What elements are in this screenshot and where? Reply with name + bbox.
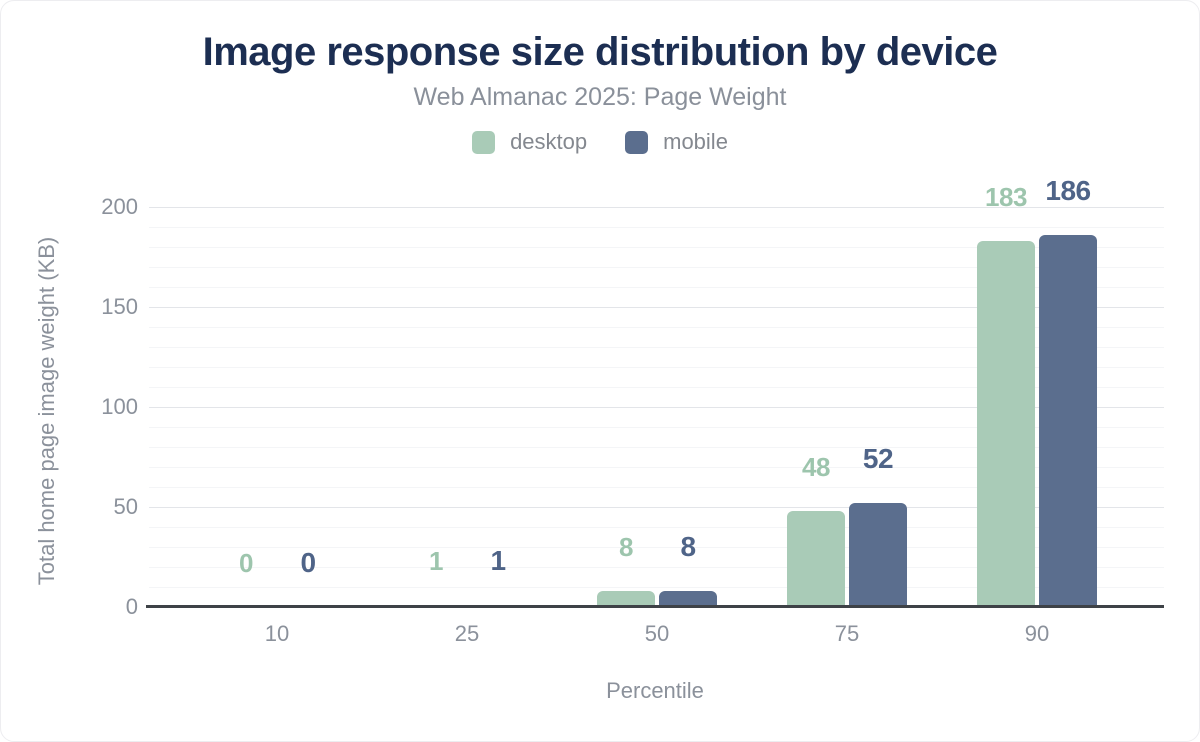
gridline-minor <box>149 287 1164 288</box>
y-tick-label-150: 150 <box>101 294 138 319</box>
gridline-minor <box>149 467 1164 468</box>
chart-header: Image response size distribution by devi… <box>1 29 1199 155</box>
legend-label-mobile: mobile <box>663 129 728 154</box>
value-label-mobile-p25: 1 <box>490 545 506 576</box>
x-tick-label-25: 25 <box>454 621 480 646</box>
x-tick-label-90: 90 <box>1024 621 1050 646</box>
legend-item-mobile[interactable]: mobile <box>625 129 728 155</box>
gridline-minor <box>149 587 1164 588</box>
value-label-desktop-p90: 183 <box>985 182 1027 212</box>
x-axis-line <box>146 605 1164 608</box>
bar-mobile-p50[interactable] <box>659 591 717 607</box>
legend: desktop mobile <box>1 129 1199 155</box>
bar-mobile-p75[interactable] <box>849 503 907 607</box>
value-label-mobile-p50: 8 <box>680 531 696 562</box>
value-label-mobile-p10: 0 <box>300 547 316 578</box>
x-tick-label-50: 50 <box>644 621 670 646</box>
bar-mobile-p90[interactable] <box>1039 235 1097 607</box>
value-label-mobile-p75: 52 <box>862 443 894 474</box>
gridline-minor <box>149 547 1164 548</box>
chart-subtitle: Web Almanac 2025: Page Weight <box>413 83 787 111</box>
value-label-mobile-p90: 186 <box>1045 175 1091 206</box>
x-tick-label-10: 10 <box>264 621 290 646</box>
y-tick-label-0: 0 <box>125 594 138 619</box>
legend-swatch-mobile <box>625 130 649 154</box>
y-tick-label-50: 50 <box>113 494 138 519</box>
gridline-major <box>149 207 1164 208</box>
value-label-desktop-p10: 0 <box>239 548 253 578</box>
gridline-minor <box>149 347 1164 348</box>
value-label-desktop-p75: 48 <box>802 452 830 482</box>
gridline-major <box>149 307 1164 308</box>
gridline-major <box>149 507 1164 508</box>
gridline-minor <box>149 227 1164 228</box>
legend-label-desktop: desktop <box>510 129 588 154</box>
bar-desktop-p75[interactable] <box>787 511 845 607</box>
legend-item-desktop[interactable]: desktop <box>472 129 587 155</box>
gridline-minor <box>149 387 1164 388</box>
gridline-minor <box>149 267 1164 268</box>
legend-swatch-desktop <box>472 130 496 154</box>
bar-desktop-p50[interactable] <box>597 591 655 607</box>
gridline-minor <box>149 567 1164 568</box>
gridline-minor <box>149 247 1164 248</box>
gridline-minor <box>149 367 1164 368</box>
x-tick-label-75: 75 <box>834 621 860 646</box>
gridline-major <box>149 407 1164 408</box>
gridline-minor <box>149 487 1164 488</box>
chart-title: Image response size distribution by devi… <box>202 30 998 74</box>
y-tick-label-200: 200 <box>101 194 138 219</box>
gridline-minor <box>149 427 1164 428</box>
bar-desktop-p90[interactable] <box>977 241 1035 607</box>
value-label-desktop-p50: 8 <box>619 532 633 562</box>
value-label-desktop-p25: 1 <box>429 546 443 576</box>
y-tick-label-100: 100 <box>101 394 138 419</box>
x-axis-title: Percentile <box>606 678 704 703</box>
gridline-minor <box>149 327 1164 328</box>
gridline-minor <box>149 527 1164 528</box>
gridline-minor <box>149 447 1164 448</box>
